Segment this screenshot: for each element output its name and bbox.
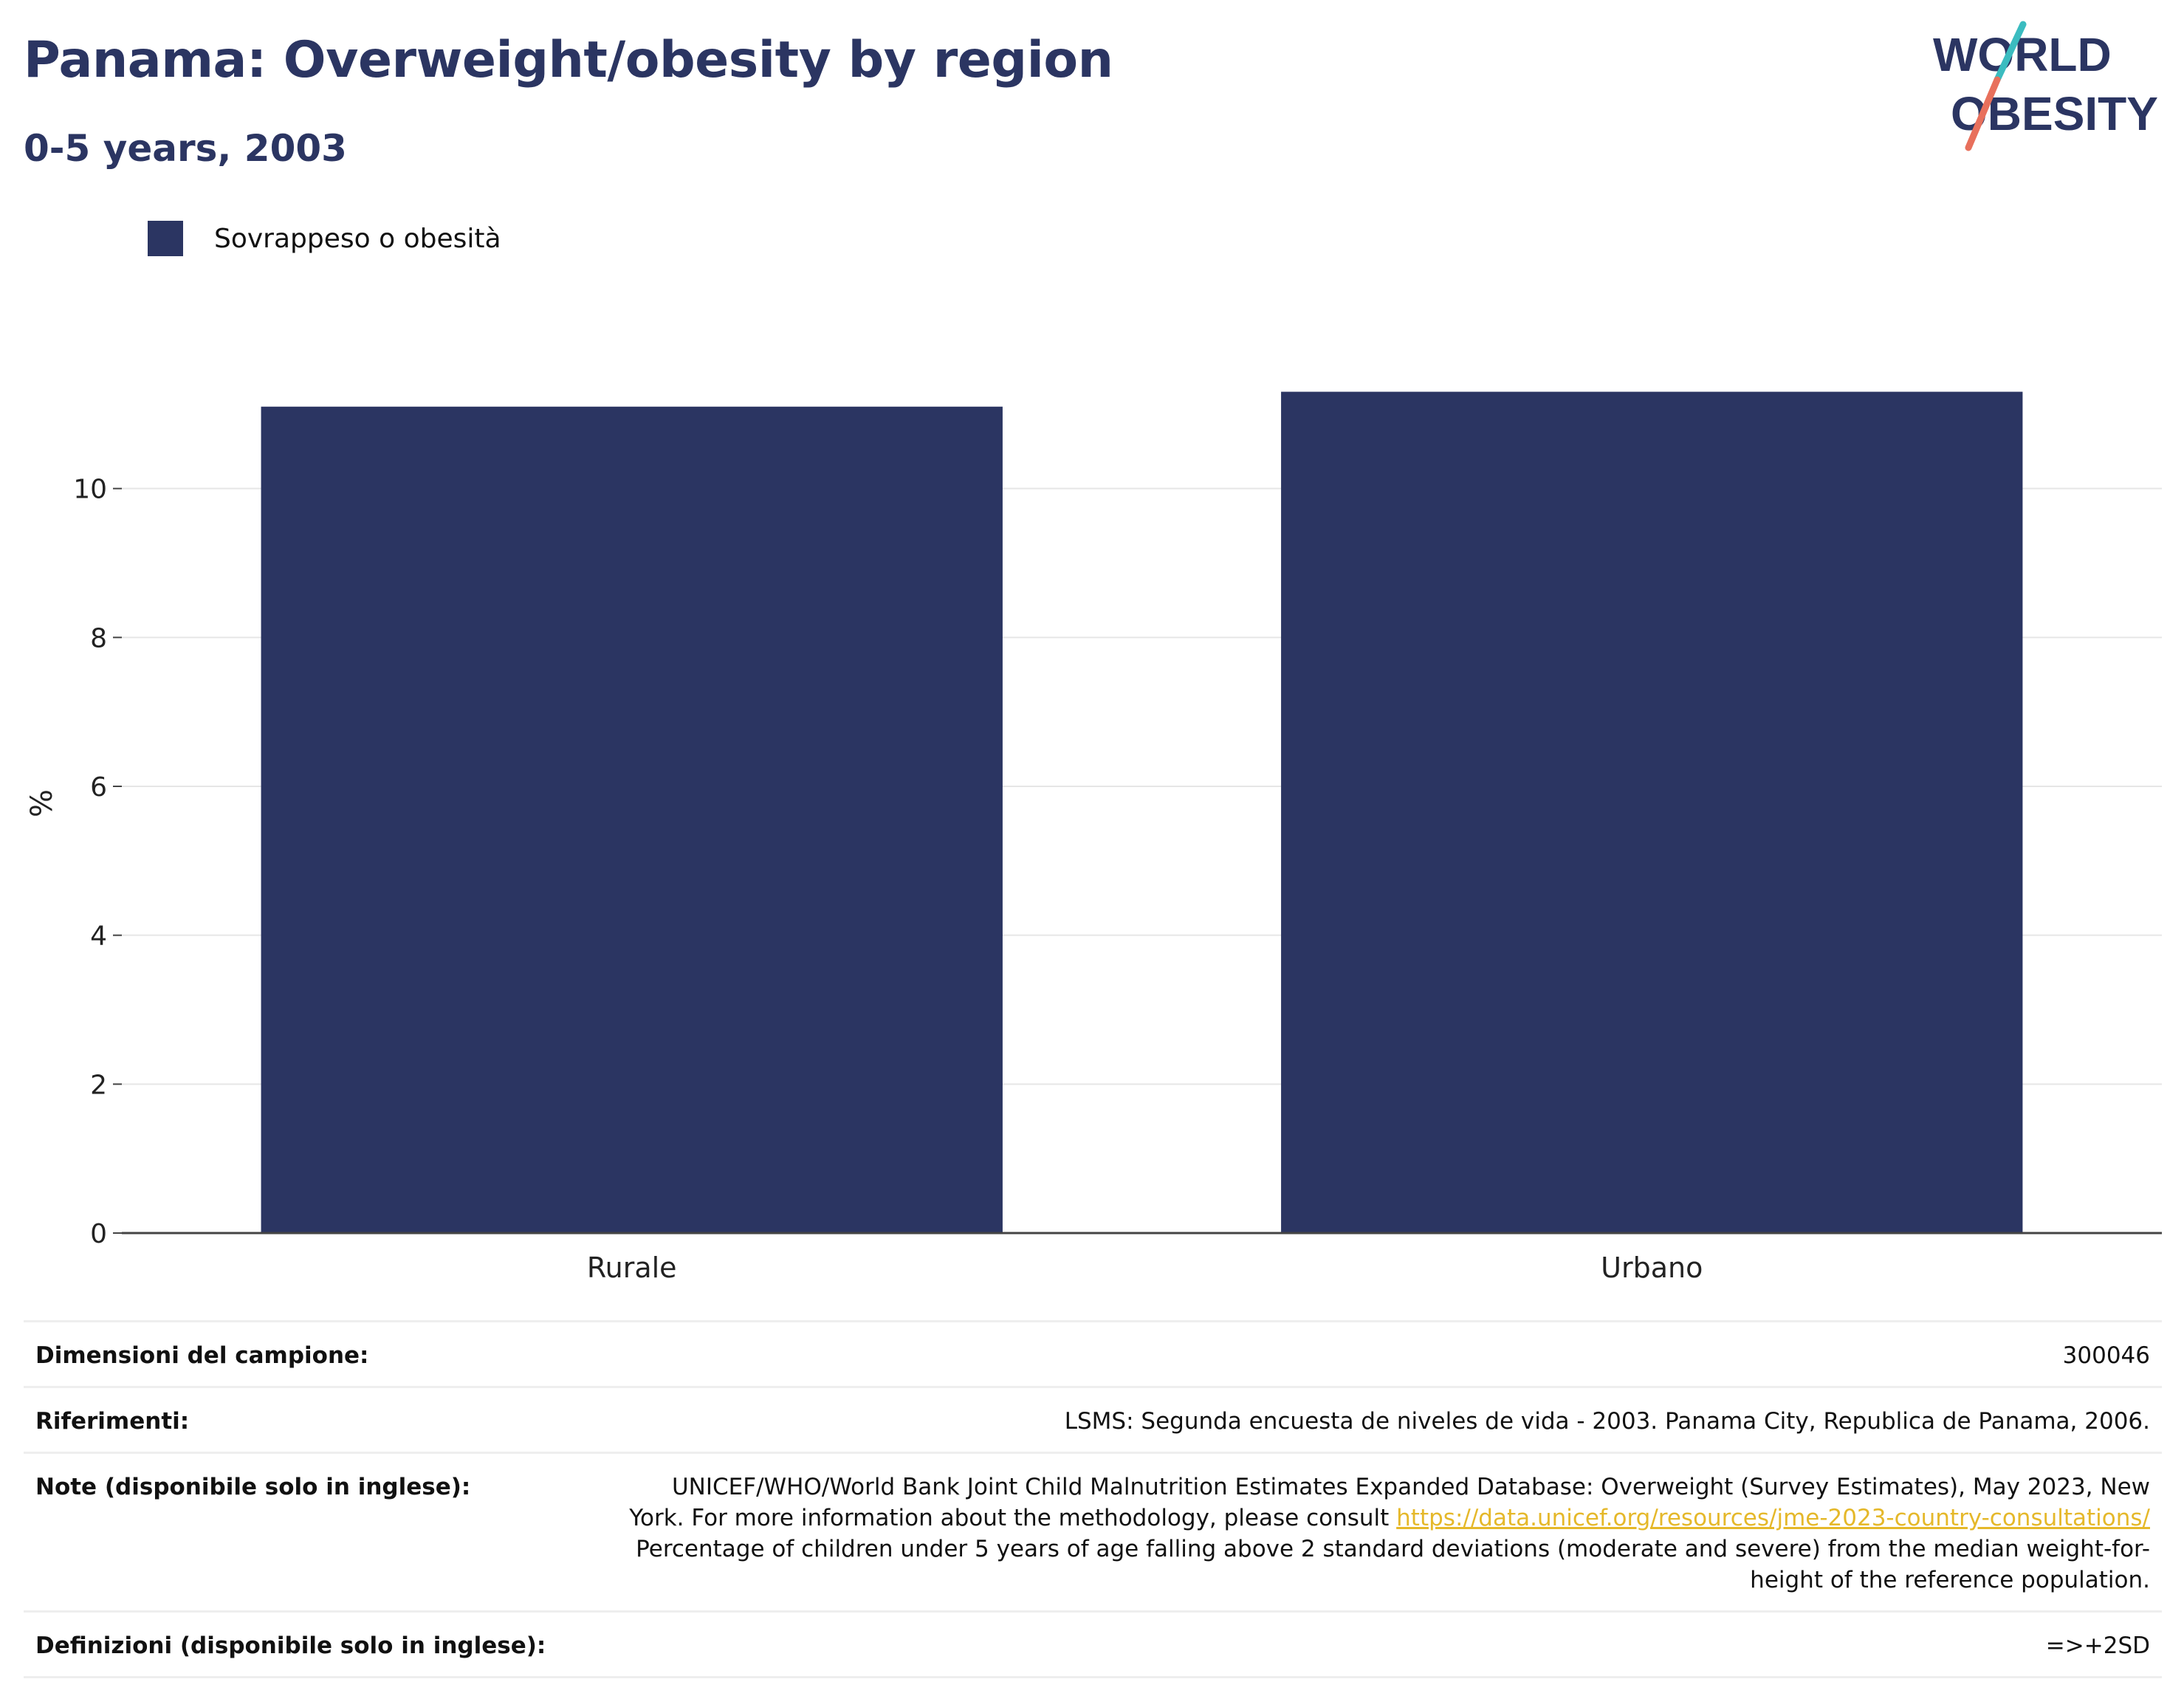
chart-title: Panama: Overweight/obesity by region — [24, 31, 1113, 89]
y-tick-label: 8 — [90, 623, 107, 653]
y-tick-label: 0 — [90, 1219, 107, 1249]
world-obesity-logo: WORLD OBESITY — [1933, 21, 2158, 151]
y-tick-label: 10 — [73, 475, 107, 505]
bar-chart: 0 2 4 6 8 10 Rurale Urbano % — [25, 391, 2162, 1284]
notes-line-2: York. For more information about the met… — [629, 1503, 2150, 1534]
axes: 0 2 4 6 8 10 Rurale Urbano — [73, 475, 2162, 1284]
y-tick-label: 2 — [90, 1070, 107, 1100]
sample-size-label: Dimensioni del campione: — [35, 1342, 369, 1369]
notes-row: Note (disponibile solo in inglese): UNIC… — [24, 1452, 2162, 1610]
notes-line-4: height of the reference population. — [1750, 1567, 2150, 1593]
definitions-value: =>+2SD — [2045, 1633, 2150, 1659]
bar-urbano — [1281, 391, 2023, 1234]
y-tick-label: 4 — [90, 921, 107, 952]
notes-line-2-prefix: York. For more information about the met… — [629, 1505, 1397, 1531]
x-tick-label: Urbano — [1601, 1252, 1703, 1284]
references-value: LSMS: Segunda encuesta de niveles de vid… — [1064, 1408, 2150, 1435]
notes-label: Note (disponibile solo in inglese): — [35, 1474, 471, 1500]
sample-size-value: 300046 — [2062, 1342, 2150, 1369]
chart-legend[interactable]: Sovrappeso o obesità — [148, 220, 501, 257]
legend-swatch — [148, 221, 183, 256]
info-table: Dimensioni del campione: 300046 Riferime… — [24, 1320, 2162, 1678]
references-row: Riferimenti: LSMS: Segunda encuesta de n… — [24, 1386, 2162, 1452]
bar-rurale — [261, 406, 1003, 1233]
y-axis-label: % — [25, 789, 59, 817]
sample-size-row: Dimensioni del campione: 300046 — [24, 1320, 2162, 1386]
logo-line1: WORLD — [1933, 28, 2112, 81]
references-label: Riferimenti: — [35, 1408, 190, 1435]
notes-line-3: Percentage of children under 5 years of … — [636, 1536, 2150, 1562]
y-tick-label: 6 — [90, 772, 107, 803]
bars — [261, 391, 2023, 1234]
x-tick-label: Rurale — [587, 1252, 677, 1284]
methodology-link[interactable]: https://data.unicef.org/resources/jme-20… — [1396, 1505, 2150, 1531]
chart-subtitle: 0-5 years, 2003 — [24, 127, 347, 170]
legend-label: Sovrappeso o obesità — [214, 223, 501, 254]
notes-value: UNICEF/WHO/World Bank Joint Child Malnut… — [629, 1472, 2150, 1596]
notes-line-1: UNICEF/WHO/World Bank Joint Child Malnut… — [671, 1474, 2150, 1500]
definitions-label: Definizioni (disponibile solo in inglese… — [35, 1633, 546, 1659]
definitions-row: Definizioni (disponibile solo in inglese… — [24, 1610, 2162, 1678]
